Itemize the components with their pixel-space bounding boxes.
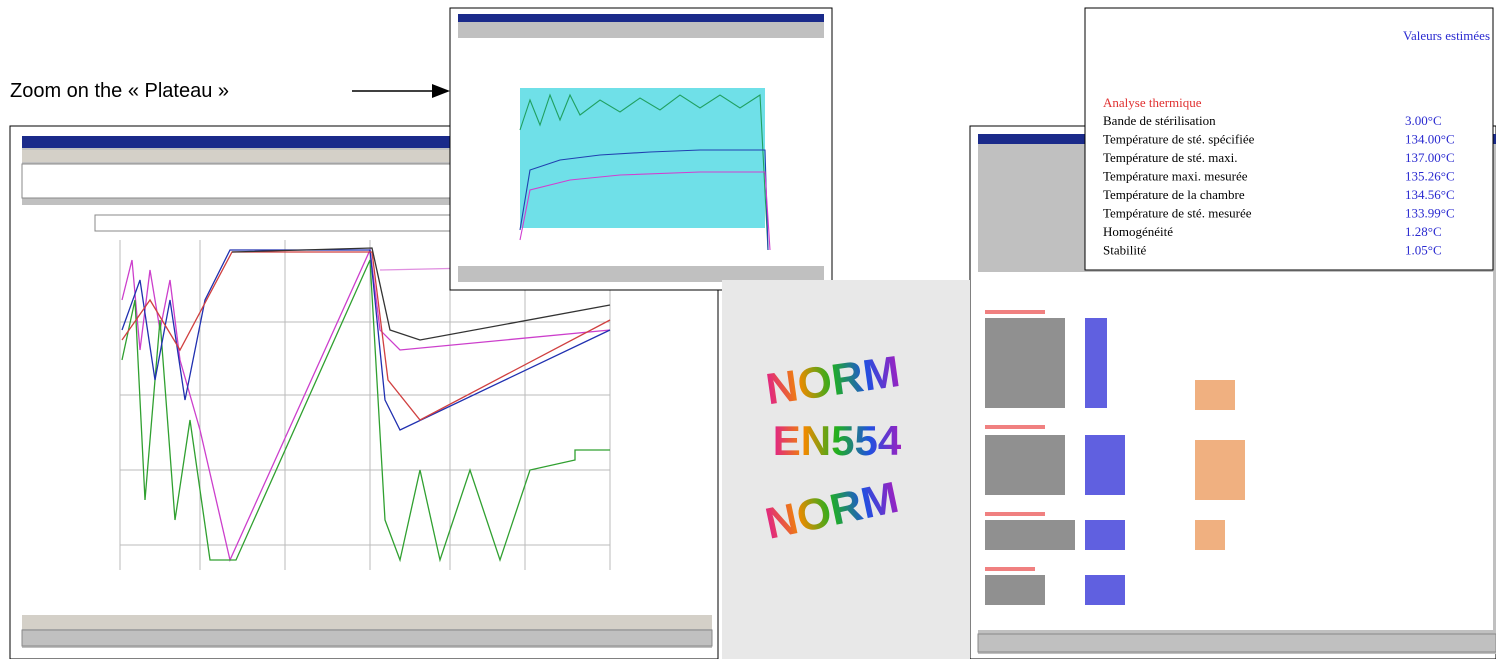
logo: NORM EN554 NORM <box>722 280 970 659</box>
row-label: Bande de stérilisation <box>1103 113 1216 128</box>
row-value: 1.28°C <box>1405 224 1442 239</box>
row-label: Stabilité <box>1103 243 1147 258</box>
zoom-table: Valeurs estimées Analyse thermique Bande… <box>1085 8 1493 270</box>
zoom-screenshot <box>450 8 832 290</box>
row-value: 135.26°C <box>1405 169 1455 184</box>
table-header: Valeurs estimées <box>1403 28 1490 43</box>
logo-middle: EN554 <box>773 417 902 464</box>
row-value: 1.05°C <box>1405 243 1442 258</box>
row-label: Température maxi. mesurée <box>1103 169 1248 184</box>
row-label: Température de la chambre <box>1103 187 1245 202</box>
row-label: Température de sté. mesurée <box>1103 206 1252 221</box>
row-label: Température de sté. spécifiée <box>1103 132 1255 147</box>
row-value: 3.00°C <box>1405 113 1442 128</box>
row-value: 137.00°C <box>1405 150 1455 165</box>
page: Zoom on the « Plateau » <box>0 0 1496 659</box>
row-value: 134.00°C <box>1405 132 1455 147</box>
row-label: Homogénéité <box>1103 224 1173 239</box>
caption: Zoom on the « Plateau » <box>10 80 229 102</box>
row-value: 134.56°C <box>1405 187 1455 202</box>
arrow-head <box>432 84 450 98</box>
row-value: 133.99°C <box>1405 206 1455 221</box>
table-section: Analyse thermique <box>1103 95 1202 110</box>
row-label: Température de sté. maxi. <box>1103 150 1237 165</box>
